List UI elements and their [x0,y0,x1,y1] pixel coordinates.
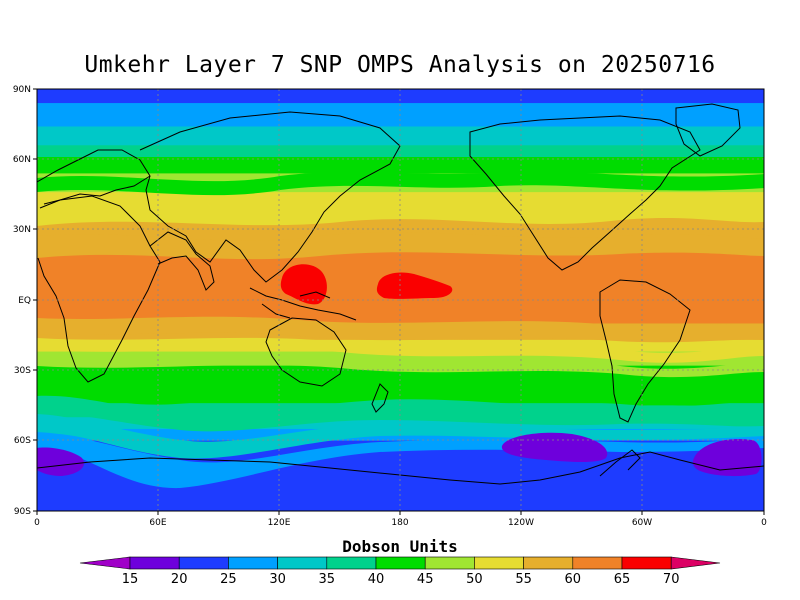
latitude-labels: 90N 60N 30N EQ 30S 60S 90S [13,85,31,517]
colorbar-segment-above-70 [670,556,721,570]
colorbar-segment-50-55 [474,556,524,570]
coastline-africa [37,195,161,383]
ozone-band-40-du-3 [37,145,764,158]
ozone-band-30-du-1 [37,103,764,128]
colorbar-label-20: 20 [171,572,188,587]
colorbar-segment-45-50 [424,556,475,570]
contour-wave-north-55 [37,198,764,226]
lon-label-120e: 120E [268,518,291,528]
colorbar-label-35: 35 [319,572,336,587]
colorbar-segment-40-45 [375,556,426,570]
coastline-new-zealand [371,383,389,413]
contour-wave-south-35 [37,414,764,459]
colorbar-segment-15-20 [129,556,180,570]
coastline-asia [139,111,401,283]
colorbar-label-50: 50 [466,572,483,587]
coastline-australia [265,317,347,387]
lon-label-60e: 60E [149,518,166,528]
lon-label-180: 180 [391,518,408,528]
colorbar-segment-20-25 [178,556,229,570]
coastline-greenland [675,103,741,157]
contour-wave-south-40 [37,395,764,432]
longitude-labels: 0 60E 120E 180 120W 60W 0 [34,518,767,528]
contour-wave-north-45 [37,171,764,196]
colorbar-segment-30-35 [277,556,328,570]
ozone-band-45-du-4 [37,156,764,174]
colorbar-segment-55-60 [523,556,574,570]
colorbar-title: Dobson Units [342,537,458,556]
colorbar-segment-below-15 [79,556,131,570]
colorbar-label-25: 25 [220,572,237,587]
lat-label-60s: 60S [14,436,31,446]
colorbar-segment-60-65 [572,556,623,570]
lon-label-120w: 120W [508,518,534,528]
ozone-min-southwest-atlantic [692,438,762,477]
coastline-arabia-india [149,231,215,291]
lat-label-60n: 60N [13,155,31,165]
contour-wave-south-50 [37,354,764,378]
tick-marks [33,88,765,515]
lon-label-60w: 60W [632,518,652,528]
contour-wave-south-55 [37,337,764,363]
graticule [37,89,764,511]
ozone-band-35-du-2 [37,126,764,146]
coastline-maritime-continent [249,287,357,321]
colorbar: 15 20 25 30 35 40 45 50 55 60 65 70 [79,556,721,587]
colorbar-segment-35-40 [326,556,377,570]
ozone-field [37,89,764,511]
map-title: Umkehr Layer 7 SNP OMPS Analysis on 2025… [84,52,716,78]
colorbar-segment-25-30 [228,556,278,570]
contour-wave-north-60 [37,232,764,260]
lat-label-30n: 30N [13,225,31,235]
colorbar-label-60: 60 [565,572,582,587]
lat-label-30s: 30S [14,366,31,376]
colorbar-label-40: 40 [368,572,385,587]
lon-label-0-left: 0 [34,518,40,528]
colorbar-label-45: 45 [417,572,434,587]
ozone-band-25-du-0 [37,89,764,104]
contour-wave-south-60 [37,316,764,343]
coastlines [37,103,764,485]
lat-label-eq: EQ [18,296,31,306]
lat-label-90n: 90N [13,85,31,95]
coastline-north-america [469,115,701,271]
colorbar-segment-65-70 [621,556,672,570]
colorbar-label-65: 65 [614,572,631,587]
coastline-antarctica [37,451,764,485]
colorbar-label-70: 70 [663,572,680,587]
lat-label-90s: 90S [14,507,31,517]
colorbar-label-55: 55 [515,572,532,587]
colorbar-label-30: 30 [269,572,286,587]
lon-label-0-right: 0 [761,518,767,528]
contour-wave-south-45 [37,366,764,407]
ozone-max-western-pacific [280,264,327,305]
coastline-antarctic-peninsula [599,449,641,477]
ozone-min-south-atlantic [37,447,84,476]
ozone-max-central-pacific [376,272,453,299]
colorbar-label-15: 15 [122,572,139,587]
